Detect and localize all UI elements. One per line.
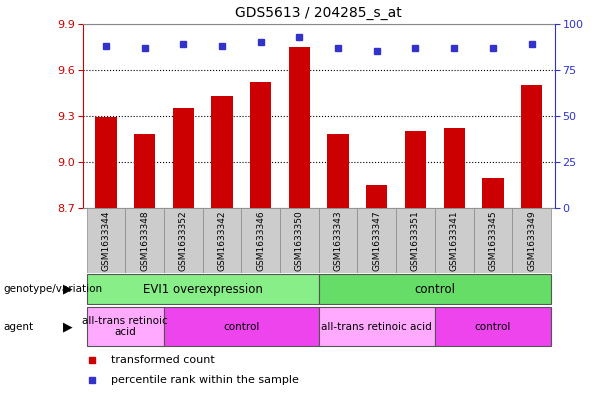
Bar [173, 108, 194, 208]
Bar [289, 47, 310, 208]
Bar [203, 208, 242, 273]
Bar [405, 131, 426, 208]
Text: control: control [223, 321, 259, 332]
Bar [482, 178, 503, 208]
Bar [250, 82, 272, 208]
Text: GSM1633345: GSM1633345 [489, 210, 497, 271]
Text: EVI1 overexpression: EVI1 overexpression [143, 283, 262, 296]
Bar [96, 118, 116, 208]
Bar [319, 208, 357, 273]
Text: GSM1633346: GSM1633346 [256, 210, 265, 271]
Bar [327, 134, 349, 208]
Bar [396, 208, 435, 273]
Bar [86, 208, 125, 273]
Bar [164, 307, 319, 346]
Bar [512, 208, 551, 273]
Text: transformed count: transformed count [111, 355, 215, 365]
Bar [86, 274, 319, 304]
Text: all-trans retinoic
acid: all-trans retinoic acid [82, 316, 168, 337]
Bar [435, 208, 473, 273]
Bar [134, 134, 155, 208]
Bar [357, 208, 396, 273]
Text: GSM1633350: GSM1633350 [295, 210, 304, 271]
Text: control: control [474, 321, 511, 332]
Bar [435, 307, 551, 346]
Bar [86, 307, 164, 346]
Text: ▶: ▶ [63, 283, 72, 296]
Bar [164, 208, 203, 273]
Text: GSM1633351: GSM1633351 [411, 210, 420, 271]
Text: agent: agent [3, 321, 33, 332]
Bar [319, 307, 435, 346]
Text: GSM1633341: GSM1633341 [450, 210, 459, 271]
Text: control: control [414, 283, 455, 296]
Text: GSM1633349: GSM1633349 [527, 210, 536, 271]
Text: ▶: ▶ [63, 320, 72, 333]
Text: GSM1633344: GSM1633344 [102, 210, 110, 271]
Bar [319, 274, 551, 304]
Text: genotype/variation: genotype/variation [3, 284, 102, 294]
Text: GSM1633348: GSM1633348 [140, 210, 149, 271]
Bar [211, 96, 233, 208]
Bar [473, 208, 512, 273]
Text: all-trans retinoic acid: all-trans retinoic acid [321, 321, 432, 332]
Bar [444, 128, 465, 208]
Title: GDS5613 / 204285_s_at: GDS5613 / 204285_s_at [235, 6, 402, 20]
Text: percentile rank within the sample: percentile rank within the sample [111, 375, 299, 386]
Text: GSM1633343: GSM1633343 [333, 210, 343, 271]
Text: GSM1633342: GSM1633342 [218, 210, 227, 271]
Bar [521, 85, 542, 208]
Bar [280, 208, 319, 273]
Text: GSM1633352: GSM1633352 [179, 210, 188, 271]
Bar [125, 208, 164, 273]
Text: GSM1633347: GSM1633347 [372, 210, 381, 271]
Bar [242, 208, 280, 273]
Bar [366, 185, 387, 208]
